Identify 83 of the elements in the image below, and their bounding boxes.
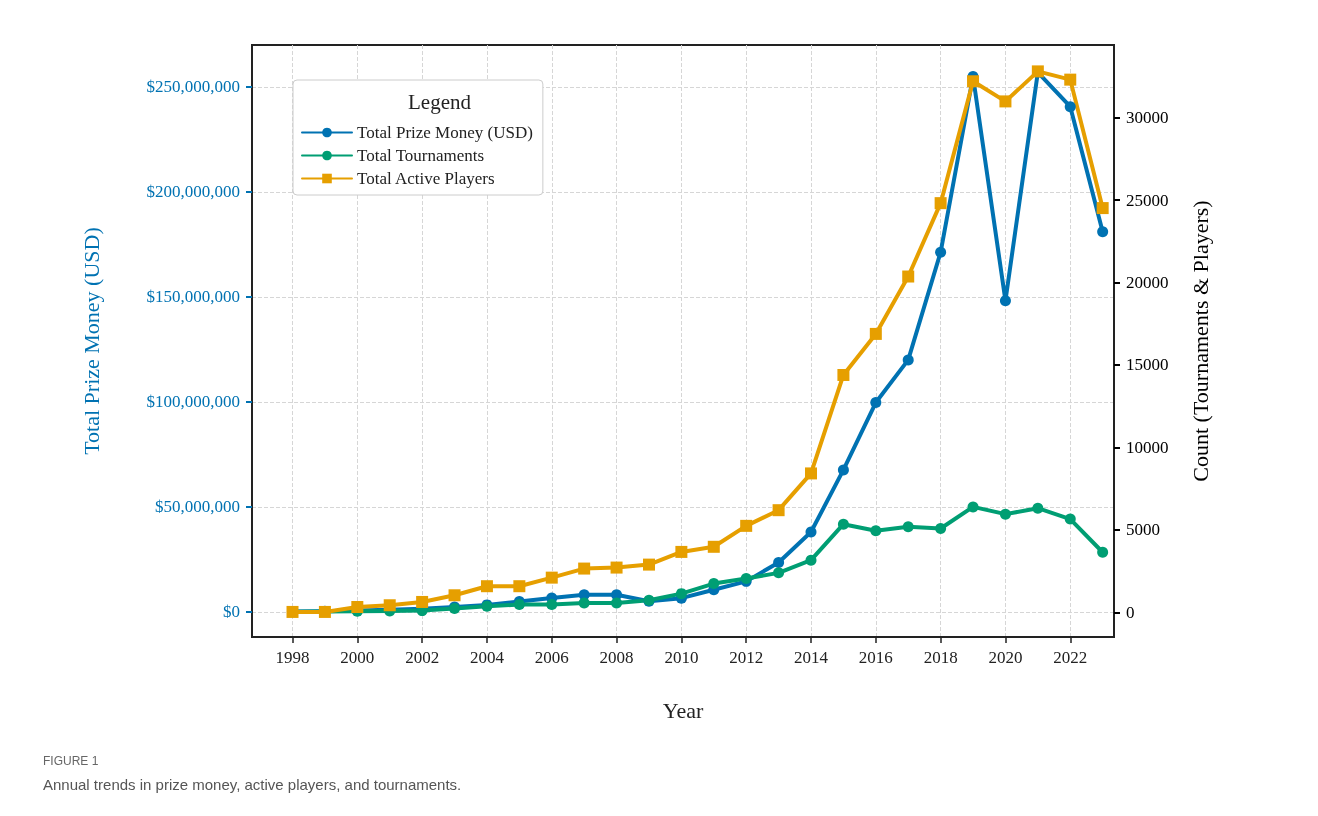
- y2-tick-label: 25000: [1126, 190, 1169, 210]
- point: [383, 599, 396, 612]
- point: [1097, 546, 1109, 558]
- point: [740, 519, 753, 532]
- y-tick-label: $250,000,000: [146, 77, 240, 97]
- x-tick-label: 2018: [923, 648, 958, 667]
- point: [448, 589, 461, 602]
- legend-label: Total Prize Money (USD): [357, 123, 533, 142]
- point: [837, 464, 849, 476]
- point: [416, 595, 429, 608]
- point: [1032, 502, 1044, 514]
- x-tick-label: 2022: [1053, 648, 1088, 667]
- x-tick-label: 2000: [340, 648, 375, 667]
- point: [675, 545, 688, 558]
- y-tick-label: $100,000,000: [146, 392, 240, 412]
- y2-tick-label: 15000: [1126, 355, 1169, 375]
- point: [1064, 101, 1076, 113]
- point: [869, 327, 882, 340]
- legend-label: Total Tournaments: [357, 146, 485, 165]
- x-tick-label: 2006: [534, 648, 569, 667]
- point: [707, 540, 720, 553]
- x-tick-label: 2004: [469, 648, 505, 667]
- x-tick-label: 1998: [275, 648, 310, 667]
- point: [967, 75, 980, 88]
- point: [611, 597, 623, 609]
- y-axis-title: Total Prize Money (USD): [78, 227, 104, 455]
- caption: FIGURE 1: [43, 754, 99, 768]
- point: [837, 518, 849, 530]
- y2-tick-label: 20000: [1126, 272, 1169, 292]
- x-tick-label: 2002: [405, 648, 440, 667]
- point: [999, 295, 1011, 307]
- point: [1096, 202, 1109, 215]
- legend-label: Total Active Players: [357, 169, 495, 188]
- text: Annual trends in prize money, active players, and tournaments.: [43, 776, 462, 793]
- x-axis-title: Year: [662, 697, 704, 723]
- point: [935, 246, 947, 258]
- point: [513, 580, 526, 593]
- point: [967, 501, 979, 513]
- y-tick-label: $50,000,000: [155, 497, 240, 517]
- point: [934, 197, 947, 210]
- point: [870, 525, 882, 537]
- point: [805, 526, 817, 538]
- point: [902, 354, 914, 366]
- point: [351, 600, 364, 613]
- point: [546, 599, 558, 611]
- point: [999, 95, 1012, 108]
- x-tick-label: 2008: [599, 648, 634, 667]
- y2-axis-title: Count (Tournaments & Players): [1187, 200, 1213, 482]
- point: [708, 578, 720, 590]
- point: [773, 567, 785, 579]
- y2-tick-label: 5000: [1126, 520, 1160, 540]
- point: [870, 397, 882, 409]
- y-tick-label: $0: [223, 602, 240, 622]
- point: [610, 561, 623, 574]
- point: [675, 588, 687, 600]
- point: [1064, 73, 1077, 86]
- point: [480, 580, 493, 593]
- point: [642, 558, 655, 571]
- x-tick-label: 2016: [858, 648, 893, 667]
- point: [578, 597, 590, 609]
- point: [902, 270, 915, 283]
- x-tick-label: 2012: [729, 648, 764, 667]
- point: [999, 508, 1011, 520]
- point: [1097, 226, 1109, 238]
- y2-tick-label: 0: [1126, 602, 1135, 622]
- x-tick-label: 2014: [794, 648, 829, 667]
- point: [837, 368, 850, 381]
- point: [805, 467, 817, 480]
- y-tick-label: $200,000,000: [146, 182, 240, 202]
- point: [935, 523, 947, 534]
- legend-title: Legend: [408, 89, 472, 114]
- y2-tick-label: 30000: [1126, 108, 1169, 128]
- point: [545, 571, 558, 584]
- point: [805, 554, 817, 566]
- point: [773, 556, 785, 568]
- x-tick-label: 2020: [988, 648, 1023, 667]
- point: [1064, 513, 1076, 525]
- x-tick-label: 2010: [664, 648, 699, 667]
- y2-tick-label: 10000: [1126, 437, 1169, 457]
- y-tick-label: $150,000,000: [146, 287, 240, 307]
- point: [902, 521, 914, 533]
- point: [772, 504, 785, 517]
- point: [578, 562, 591, 575]
